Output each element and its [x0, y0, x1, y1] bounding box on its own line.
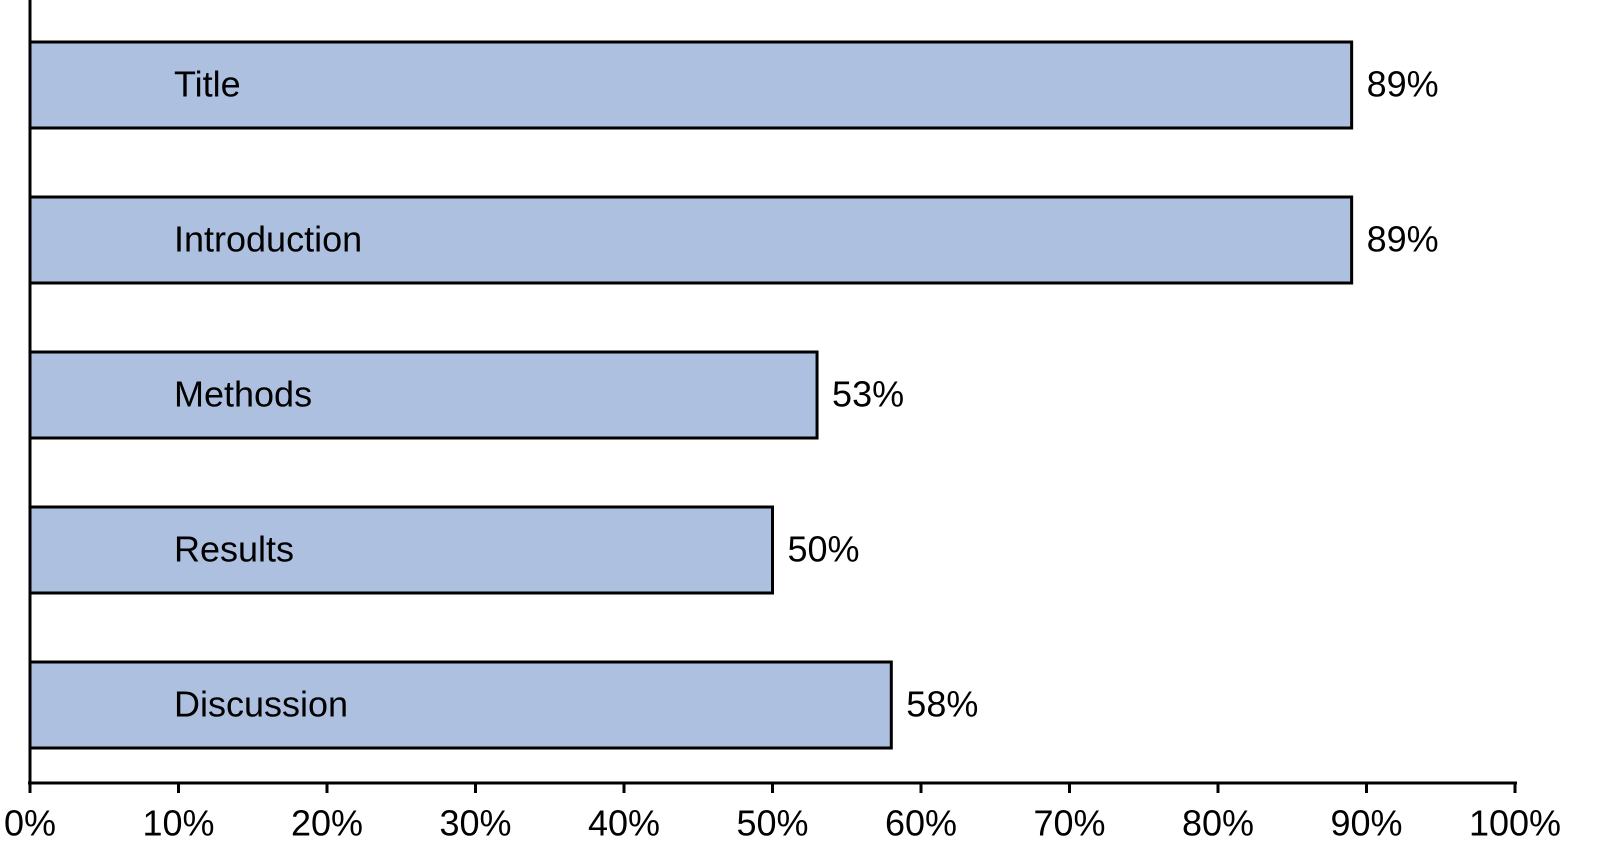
- bar: [28, 40, 1354, 130]
- x-tick-label: 80%: [1182, 803, 1254, 844]
- bar: [28, 505, 774, 595]
- category-label: Results: [174, 529, 294, 570]
- x-tick-label: 60%: [885, 803, 957, 844]
- x-tick-label: 90%: [1330, 803, 1402, 844]
- category-label: Methods: [174, 374, 312, 415]
- category-label: Introduction: [174, 219, 362, 260]
- bar: [28, 350, 819, 440]
- value-label: 89%: [1367, 64, 1439, 105]
- value-label: 58%: [906, 684, 978, 725]
- value-label: 53%: [832, 374, 904, 415]
- x-tick-label: 0%: [4, 803, 56, 844]
- x-tick-label: 30%: [439, 803, 511, 844]
- bar: [28, 195, 1354, 285]
- category-label: Title: [174, 64, 241, 105]
- x-tick-label: 20%: [291, 803, 363, 844]
- value-label: 50%: [788, 529, 860, 570]
- value-label: 89%: [1367, 219, 1439, 260]
- bar: [28, 660, 893, 750]
- x-tick-label: 10%: [142, 803, 214, 844]
- x-tick-label: 40%: [588, 803, 660, 844]
- x-tick-label: 70%: [1033, 803, 1105, 844]
- category-label: Discussion: [174, 684, 348, 725]
- x-tick-label: 50%: [736, 803, 808, 844]
- x-tick-label: 100%: [1469, 803, 1561, 844]
